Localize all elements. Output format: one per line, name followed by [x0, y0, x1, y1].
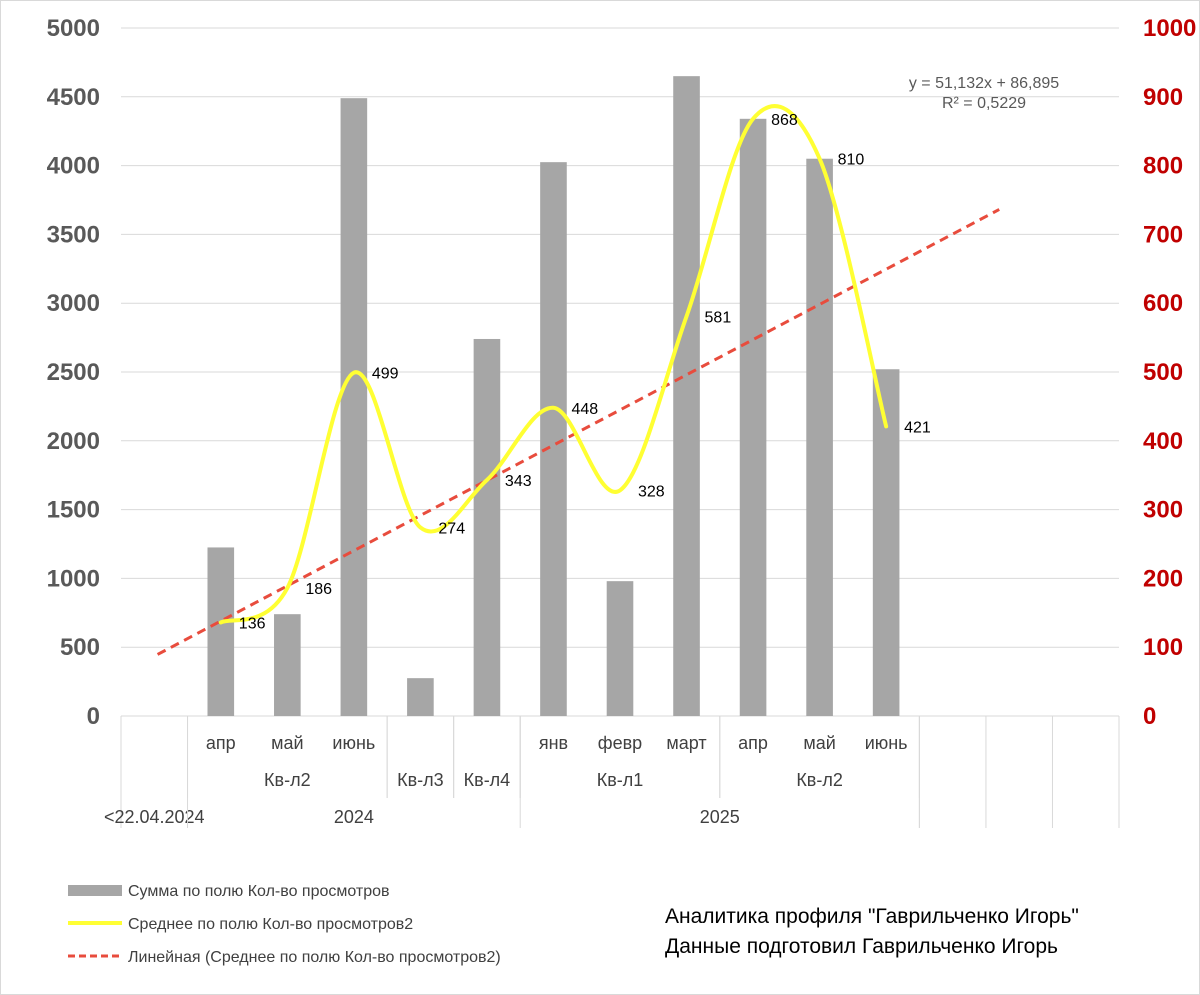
- y-right-tick-label: 600: [1143, 290, 1183, 317]
- bar: [606, 581, 634, 716]
- category-label: февр: [598, 733, 642, 753]
- y-left-tick-label: 3500: [47, 221, 100, 248]
- bar: [739, 118, 767, 717]
- category-label: апр: [206, 733, 236, 753]
- left-axis-ticks: 0 500 1000 1500 2000 2500 3000 3500 4000 4500 5000: [47, 15, 100, 730]
- data-label: 499: [372, 366, 399, 383]
- data-label: 343: [505, 473, 532, 490]
- data-label: 136: [239, 615, 266, 632]
- y-left-tick-label: 2500: [47, 359, 100, 386]
- line-series: [218, 104, 889, 625]
- data-label: 448: [571, 401, 598, 418]
- year-label: 2025: [700, 807, 740, 827]
- data-labels: 136 186 499 274 343 448 328 581 868 810 421: [239, 112, 931, 633]
- legend: Сумма по полю Кол-во просмотров Среднее …: [68, 883, 501, 966]
- y-right-tick-label: 1000: [1143, 15, 1196, 42]
- y-right-tick-label: 700: [1143, 221, 1183, 248]
- trendline-r2-text: R² = 0,5229: [942, 95, 1026, 112]
- y-right-tick-label: 300: [1143, 497, 1183, 524]
- right-axis-ticks: 0 100 200 300 400 500 600 700 800 900 1000: [1143, 15, 1196, 730]
- category-label: Кв-л4: [464, 770, 511, 790]
- year-label: <22.04.2024: [104, 807, 205, 827]
- bar: [806, 158, 833, 717]
- y-right-tick-label: 0: [1143, 703, 1156, 730]
- y-right-tick-label: 100: [1143, 634, 1183, 661]
- y-left-tick-label: 500: [60, 634, 100, 661]
- bar-series: [207, 76, 900, 717]
- credits-line-2: Данные подготовил Гаврильченко Игорь: [665, 935, 1058, 958]
- y-left-tick-label: 3000: [47, 290, 100, 317]
- legend-swatch-bars: [68, 885, 122, 896]
- category-label: май: [271, 733, 303, 753]
- y-right-tick-label: 800: [1143, 153, 1183, 180]
- data-label: 274: [438, 520, 465, 537]
- line-path: [218, 104, 889, 625]
- bar: [340, 98, 368, 716]
- category-axis: апр май июнь Кв-л3 Кв-л4 янв февр март апр май июн…: [104, 716, 1120, 828]
- quarter-label: Кв-л2: [796, 770, 843, 790]
- data-label: 868: [771, 112, 798, 129]
- category-label: янв: [539, 733, 568, 753]
- y-left-tick-label: 5000: [47, 15, 100, 42]
- bar: [673, 76, 700, 716]
- category-label: июнь: [865, 733, 908, 753]
- quarter-label: Кв-л1: [597, 770, 644, 790]
- y-right-tick-label: 900: [1143, 84, 1183, 111]
- trendline-equation: y = 51,132x + 86,895 R² = 0,5229: [909, 75, 1059, 112]
- bar: [207, 547, 235, 716]
- y-left-tick-label: 0: [87, 703, 100, 730]
- y-left-tick-label: 4500: [47, 84, 100, 111]
- category-label: апр: [738, 733, 768, 753]
- y-right-tick-label: 200: [1143, 565, 1183, 592]
- credits-line-1: Аналитика профиля "Гаврильченко Игорь": [665, 905, 1079, 928]
- trendline: [156, 208, 1000, 656]
- y-left-tick-label: 1500: [47, 497, 100, 524]
- category-label: Кв-л3: [397, 770, 444, 790]
- category-label: июнь: [332, 733, 375, 753]
- data-label: 810: [838, 152, 865, 169]
- data-label: 581: [705, 309, 732, 326]
- legend-label-trend: Линейная (Среднее по полю Кол-во просмот…: [128, 949, 501, 966]
- trendline-equation-text: y = 51,132x + 86,895: [909, 75, 1059, 92]
- y-right-tick-label: 400: [1143, 428, 1183, 455]
- bar: [274, 614, 301, 716]
- year-label: 2024: [334, 807, 374, 827]
- legend-label-line: Среднее по полю Кол-во просмотров2: [128, 916, 413, 933]
- y-right-tick-label: 500: [1143, 359, 1183, 386]
- legend-label-bars: Сумма по полю Кол-во просмотров: [128, 883, 390, 900]
- bar: [407, 678, 434, 716]
- category-label: май: [803, 733, 835, 753]
- y-left-tick-label: 4000: [47, 153, 100, 180]
- category-label: март: [666, 733, 706, 753]
- quarter-label: Кв-л2: [264, 770, 311, 790]
- y-left-tick-label: 1000: [47, 565, 100, 592]
- bar: [473, 338, 501, 716]
- credits-block: Аналитика профиля "Гаврильченко Игорь" Д…: [665, 902, 1079, 962]
- data-label: 186: [305, 581, 332, 598]
- data-label: 421: [904, 419, 931, 436]
- trendline-series: [156, 208, 1000, 656]
- y-left-tick-label: 2000: [47, 428, 100, 455]
- data-label: 328: [638, 483, 665, 500]
